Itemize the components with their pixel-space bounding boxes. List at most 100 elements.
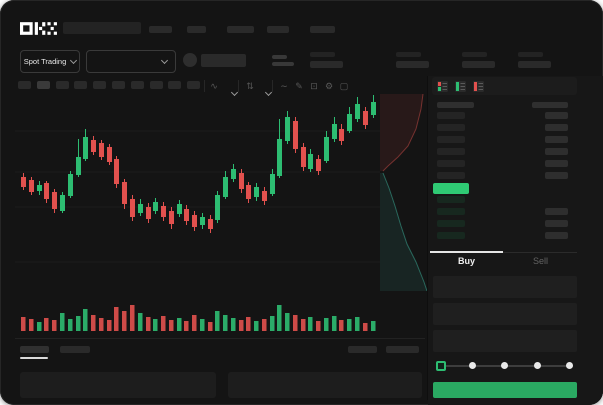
volume-bar [277,305,282,331]
volume-bar [60,313,65,331]
bottom-action-placeholder[interactable] [386,346,419,353]
candle-up [277,139,282,176]
search-input[interactable] [63,22,141,34]
pair-selector-dropdown[interactable] [86,50,176,73]
orderbook-row-bid[interactable] [437,208,568,215]
buy-submit-button[interactable] [433,382,577,398]
orderbook-row-ask[interactable] [437,112,568,119]
orderbook-toggle-row [432,77,577,95]
candle-down [184,209,189,221]
amount-slider[interactable] [436,361,573,371]
candle-up [215,195,220,220]
candle-down [262,191,267,201]
bottom-tab[interactable] [60,346,90,353]
bottom-action-placeholder[interactable] [348,346,377,353]
orderbook-row-ask[interactable] [437,160,568,167]
orderbook-row-ask[interactable] [437,136,568,143]
bottom-panel-right[interactable] [228,372,422,398]
last-price-bar[interactable] [433,183,469,194]
volume-bar [371,321,376,331]
slider-stop-75[interactable] [533,362,541,369]
order-total-field[interactable] [433,330,577,352]
timeframe-button[interactable] [55,81,69,89]
candlestick-chart[interactable] [15,94,380,291]
volume-bar [231,318,236,331]
tab-buy[interactable]: Buy [457,256,475,266]
compare-icon[interactable]: ⇅ [246,81,254,91]
bottom-panel-left[interactable] [20,372,216,398]
orderbook-row-bid[interactable] [437,196,568,203]
slider-stop-100[interactable] [566,362,573,369]
timeframe-button[interactable] [130,81,144,89]
brush-icon[interactable]: ✎ [295,81,303,91]
buy-tab-indicator [430,251,503,253]
indicators-icon[interactable]: ∿ [210,81,218,91]
orderbook-row-ask[interactable] [437,172,568,179]
order-price-field[interactable] [433,276,577,298]
candle-down [91,140,96,152]
volume-bars[interactable] [15,296,380,332]
candle-up [308,154,313,169]
orderbook-row-ask[interactable] [437,148,568,155]
orderbook-view-both-icon[interactable] [437,81,448,92]
orderbook-view-bids-icon[interactable] [455,81,466,92]
camera-icon[interactable]: ⊡ [310,81,318,91]
volume-bar [316,321,321,331]
slider-stop-25[interactable] [468,362,476,369]
timeframe-button[interactable] [168,81,182,89]
line-tool-icon[interactable]: ∼ [280,81,288,91]
timeframe-button[interactable] [112,81,125,89]
toolbar-divider [272,80,273,92]
nav-item-placeholder[interactable] [149,26,172,33]
timeframe-button[interactable] [18,81,31,89]
candle-up [332,124,337,139]
volume-bar [239,320,244,331]
section-divider [15,338,425,339]
nav-item-placeholder[interactable] [310,26,335,33]
order-amount-field[interactable] [433,303,577,325]
candle-down [239,173,244,189]
fullscreen-icon[interactable]: ▢ [339,81,349,91]
volume-bar [107,320,112,331]
pair-name-placeholder[interactable] [201,54,246,67]
volume-bar [355,317,360,331]
volume-bar [285,313,290,331]
volume-bar [246,317,251,331]
okx-logo[interactable] [20,22,58,35]
volume-bar [138,313,143,331]
timeframe-button[interactable] [74,81,88,89]
nav-item-placeholder[interactable] [267,26,289,33]
nav-item-placeholder[interactable] [227,26,254,33]
candle-down [301,147,306,167]
depth-bids-line [382,172,428,291]
slider-stop-0[interactable] [436,361,446,371]
timeframe-button[interactable] [36,81,50,89]
volume-bar [215,311,220,331]
volume-bar [293,315,298,331]
candle-up [68,174,73,196]
candle-up [270,174,275,194]
market-type-dropdown[interactable]: Spot Trading [20,50,80,73]
orderbook-row-bid[interactable] [437,220,568,227]
candle-down [107,147,112,162]
timeframe-button[interactable] [149,81,163,89]
timeframe-button[interactable] [187,81,201,89]
volume-bar [99,318,104,331]
orderbook-view-asks-icon[interactable] [473,81,484,92]
volume-bar [146,317,151,331]
volume-bar [29,319,34,331]
bottom-tab-active[interactable] [20,346,49,353]
orderbook-row-bid[interactable] [437,232,568,239]
candle-down [44,183,49,199]
orderbook-row-ask[interactable] [437,124,568,131]
volume-bar [223,315,228,331]
candle-up [254,187,259,197]
nav-item-placeholder[interactable] [187,26,206,33]
settings-gear-icon[interactable]: ⚙ [324,81,334,91]
candle-down [316,159,321,171]
volume-bar [91,315,96,331]
slider-stop-50[interactable] [501,362,508,369]
timeframe-button[interactable] [93,81,107,89]
tab-sell[interactable]: Sell [532,256,548,266]
